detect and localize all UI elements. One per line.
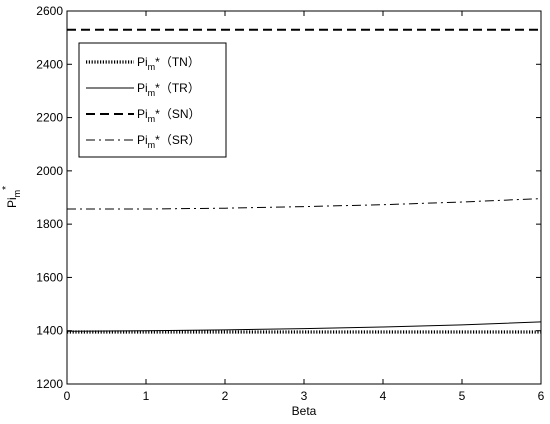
y-tick-label: 2600 [36, 4, 63, 18]
legend-label-rest: *（SN） [155, 107, 200, 121]
legend-label: Pim*（TN） [137, 55, 200, 72]
legend-label-base: Pi [137, 81, 148, 95]
x-tick-label: 3 [301, 389, 308, 403]
x-tick-label: 5 [459, 389, 466, 403]
series-line-solid [66, 321, 542, 332]
legend-label: Pim*（SN） [137, 107, 201, 124]
legend-label-rest: *（TR） [155, 81, 200, 95]
y-tick-label: 2400 [36, 57, 63, 71]
y-axis-label-sup: * [1, 186, 12, 190]
legend-label-base: Pi [137, 133, 148, 147]
legend-label-sub: m [148, 140, 156, 150]
x-axis-label: Beta [292, 404, 317, 418]
legend-label-rest: *（TN） [155, 55, 200, 69]
y-axis-label-base: Pi [5, 197, 19, 208]
series-layer [66, 28, 542, 334]
x-tick-label: 2 [222, 389, 229, 403]
y-tick-label: 1400 [36, 324, 63, 338]
legend: Pim*（TN）Pim*（TR）Pim*（SN）Pim*（SR） [78, 42, 227, 158]
x-tick-label: 4 [380, 389, 387, 403]
y-tick-label: 2000 [36, 164, 63, 178]
y-tick-label: 1200 [36, 377, 63, 391]
legend-label: Pim*（SR） [137, 133, 201, 150]
legend-label-sub: m [148, 62, 156, 72]
legend-label-sub: m [148, 114, 156, 124]
legend-label-base: Pi [137, 55, 148, 69]
y-tick-label: 1600 [36, 270, 63, 284]
legend-label-base: Pi [137, 107, 148, 121]
legend-label-sub: m [148, 88, 156, 98]
x-tick-label: 1 [143, 389, 150, 403]
series-line-dashdot [67, 198, 542, 210]
y-axis-label: Pim* [1, 186, 22, 208]
legend-label-rest: *（SR） [155, 133, 200, 147]
y-axis-label-sub: m [12, 190, 22, 198]
y-tick-label: 1800 [36, 217, 63, 231]
x-tick-label: 0 [64, 389, 71, 403]
y-tick-label: 2200 [36, 111, 63, 125]
legend-label: Pim*（TR） [137, 81, 200, 98]
x-tick-label: 6 [538, 389, 545, 403]
ticks-layer: 0 1 2 3 4 5 6 1200 1400 1600 1800 2000 2200 2400 2600 [36, 4, 544, 403]
